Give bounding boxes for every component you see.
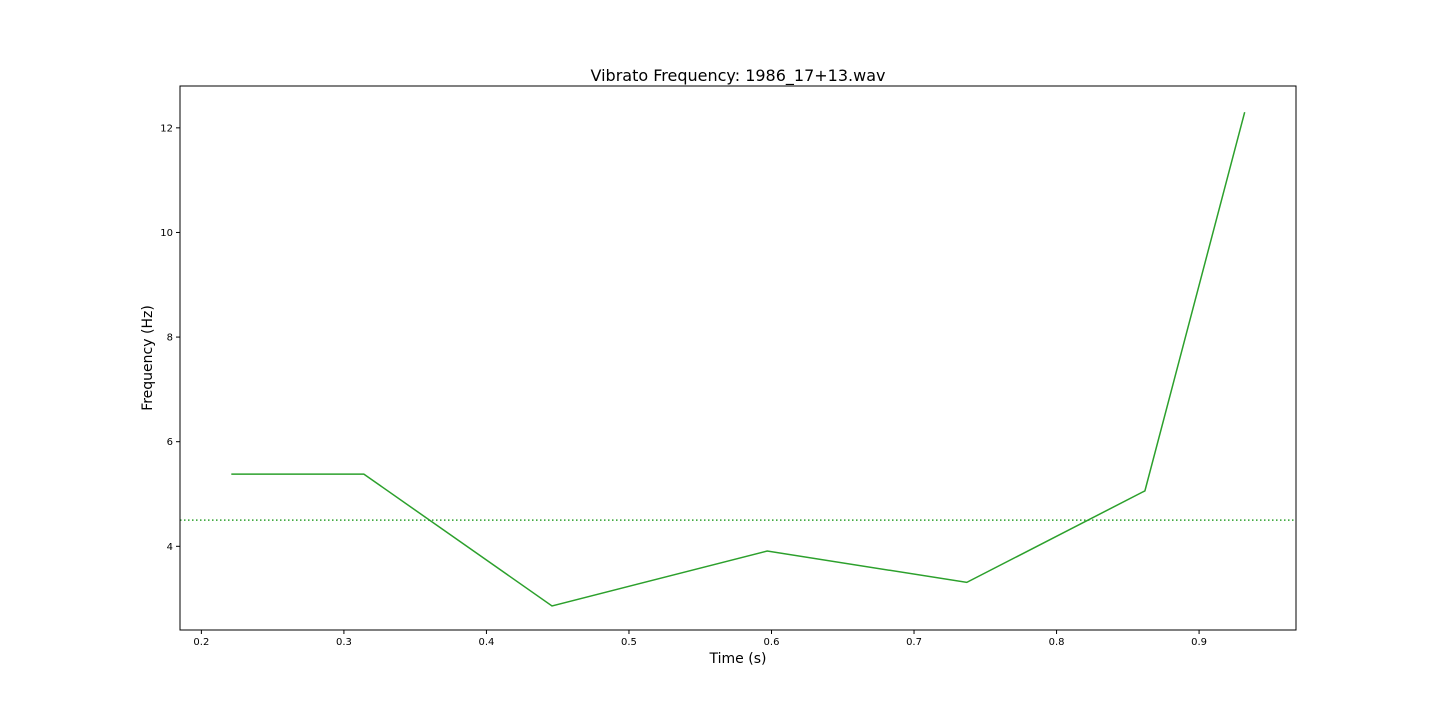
- x-tick-label: 0.7: [906, 637, 922, 648]
- y-tick-label: 4: [167, 542, 173, 553]
- x-tick-label: 0.6: [764, 637, 780, 648]
- x-axis-label: Time (s): [709, 651, 767, 667]
- y-tick-label: 12: [160, 123, 173, 134]
- x-tick-label: 0.8: [1049, 637, 1065, 648]
- y-tick-label: 6: [167, 437, 173, 448]
- y-tick-label: 8: [167, 333, 173, 344]
- y-axis: 4 6 8 10 12: [160, 123, 180, 553]
- x-tick-label: 0.2: [193, 637, 209, 648]
- x-tick-label: 0.5: [621, 637, 637, 648]
- x-tick-label: 0.3: [336, 637, 352, 648]
- x-axis: 0.2 0.3 0.4 0.5 0.6 0.7 0.8 0.9: [193, 630, 1207, 648]
- plot-area: [180, 111, 1296, 607]
- y-axis-label: Frequency (Hz): [140, 305, 156, 411]
- x-tick-label: 0.4: [478, 637, 494, 648]
- chart-title: Vibrato Frequency: 1986_17+13.wav: [591, 66, 886, 86]
- plot-frame: [179, 85, 1297, 631]
- series-line-0: [231, 111, 1246, 607]
- y-tick-label: 10: [160, 228, 173, 239]
- x-tick-label: 0.9: [1191, 637, 1207, 648]
